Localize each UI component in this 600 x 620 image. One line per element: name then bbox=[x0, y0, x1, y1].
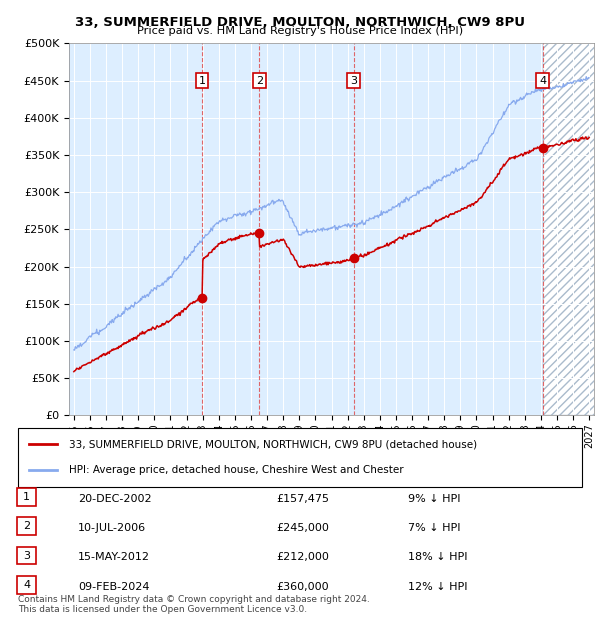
Text: £212,000: £212,000 bbox=[276, 552, 329, 562]
FancyBboxPatch shape bbox=[17, 576, 36, 593]
Text: 3: 3 bbox=[350, 76, 357, 86]
FancyBboxPatch shape bbox=[18, 428, 582, 487]
Text: 2: 2 bbox=[23, 521, 30, 531]
Text: Contains HM Land Registry data © Crown copyright and database right 2024.: Contains HM Land Registry data © Crown c… bbox=[18, 595, 370, 604]
Text: 9% ↓ HPI: 9% ↓ HPI bbox=[408, 494, 461, 504]
Bar bbox=[542, 43, 600, 415]
Text: Price paid vs. HM Land Registry's House Price Index (HPI): Price paid vs. HM Land Registry's House … bbox=[137, 26, 463, 36]
Text: 18% ↓ HPI: 18% ↓ HPI bbox=[408, 552, 467, 562]
Text: 2: 2 bbox=[256, 76, 263, 86]
Text: £157,475: £157,475 bbox=[276, 494, 329, 504]
Text: 20-DEC-2002: 20-DEC-2002 bbox=[78, 494, 152, 504]
Text: 15-MAY-2012: 15-MAY-2012 bbox=[78, 552, 150, 562]
Text: 10-JUL-2006: 10-JUL-2006 bbox=[78, 523, 146, 533]
Text: 1: 1 bbox=[199, 76, 206, 86]
Text: 1: 1 bbox=[23, 492, 30, 502]
FancyBboxPatch shape bbox=[17, 547, 36, 564]
Text: 3: 3 bbox=[23, 551, 30, 560]
Text: HPI: Average price, detached house, Cheshire West and Chester: HPI: Average price, detached house, Ches… bbox=[69, 465, 403, 475]
FancyBboxPatch shape bbox=[17, 489, 36, 506]
Text: 12% ↓ HPI: 12% ↓ HPI bbox=[408, 582, 467, 591]
Text: £245,000: £245,000 bbox=[276, 523, 329, 533]
Text: 33, SUMMERFIELD DRIVE, MOULTON, NORTHWICH, CW9 8PU: 33, SUMMERFIELD DRIVE, MOULTON, NORTHWIC… bbox=[75, 16, 525, 29]
Text: £360,000: £360,000 bbox=[276, 582, 329, 591]
Text: 33, SUMMERFIELD DRIVE, MOULTON, NORTHWICH, CW9 8PU (detached house): 33, SUMMERFIELD DRIVE, MOULTON, NORTHWIC… bbox=[69, 440, 477, 450]
Text: 7% ↓ HPI: 7% ↓ HPI bbox=[408, 523, 461, 533]
Text: 4: 4 bbox=[23, 580, 30, 590]
FancyBboxPatch shape bbox=[17, 518, 36, 535]
Text: 09-FEB-2024: 09-FEB-2024 bbox=[78, 582, 149, 591]
Text: This data is licensed under the Open Government Licence v3.0.: This data is licensed under the Open Gov… bbox=[18, 604, 307, 614]
Text: 4: 4 bbox=[539, 76, 546, 86]
